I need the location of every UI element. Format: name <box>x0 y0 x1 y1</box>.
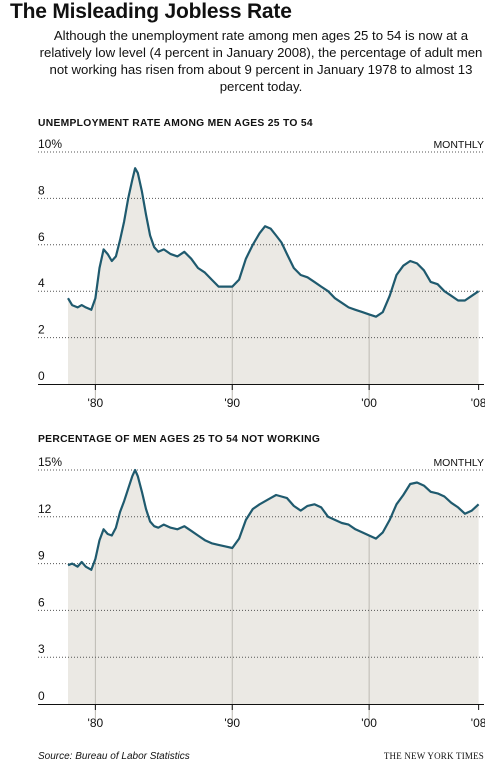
frequency-label: MONTHLY <box>433 457 484 469</box>
y-tick-label: 8 <box>38 183 45 197</box>
x-tick-label: '90 <box>224 716 240 730</box>
y-tick-label: 6 <box>38 230 45 244</box>
source-note: Source: Bureau of Labor Statistics <box>38 751 190 762</box>
y-tick-label: 0 <box>38 689 45 703</box>
series-area-fill <box>68 470 479 704</box>
chart-2-title: PERCENTAGE OF MEN AGES 25 TO 54 NOT WORK… <box>38 434 321 445</box>
x-tick-label: '00 <box>361 716 377 730</box>
series-area-fill <box>68 168 479 384</box>
y-tick-label: 6 <box>38 595 45 609</box>
chart-1-title: UNEMPLOYMENT RATE AMONG MEN AGES 25 TO 5… <box>38 118 313 129</box>
x-tick-label: '00 <box>361 396 377 410</box>
y-tick-label: 9 <box>38 549 45 563</box>
x-tick-label: '90 <box>224 396 240 410</box>
credit-line: THE NEW YORK TIMES <box>383 751 484 761</box>
x-tick-label: '80 <box>88 396 104 410</box>
x-tick-label: '08 <box>471 716 485 730</box>
not-working-chart: 0 3 6 9 12 15% MONTHLY '80 '90 '00 '08 <box>38 455 485 730</box>
unemployment-rate-chart: 0 2 4 6 8 10% MONTHLY '80 '90 '00 '08 <box>38 137 485 410</box>
y-tick-label: 12 <box>38 502 52 516</box>
series-line <box>67 167 480 318</box>
y-tick-label: 3 <box>38 642 45 656</box>
y-tick-label: 15% <box>38 455 62 469</box>
y-tick-label: 2 <box>38 323 45 337</box>
graphic-description: Although the unemployment rate among men… <box>39 28 483 94</box>
x-tick-label: '80 <box>88 716 104 730</box>
y-tick-label: 4 <box>38 276 45 290</box>
y-tick-label: 0 <box>38 369 45 383</box>
frequency-label: MONTHLY <box>433 139 484 151</box>
series-line <box>67 468 480 571</box>
x-tick-label: '08 <box>471 396 485 410</box>
y-tick-label: 10% <box>38 137 62 151</box>
graphic-title: The Misleading Jobless Rate <box>10 0 292 23</box>
